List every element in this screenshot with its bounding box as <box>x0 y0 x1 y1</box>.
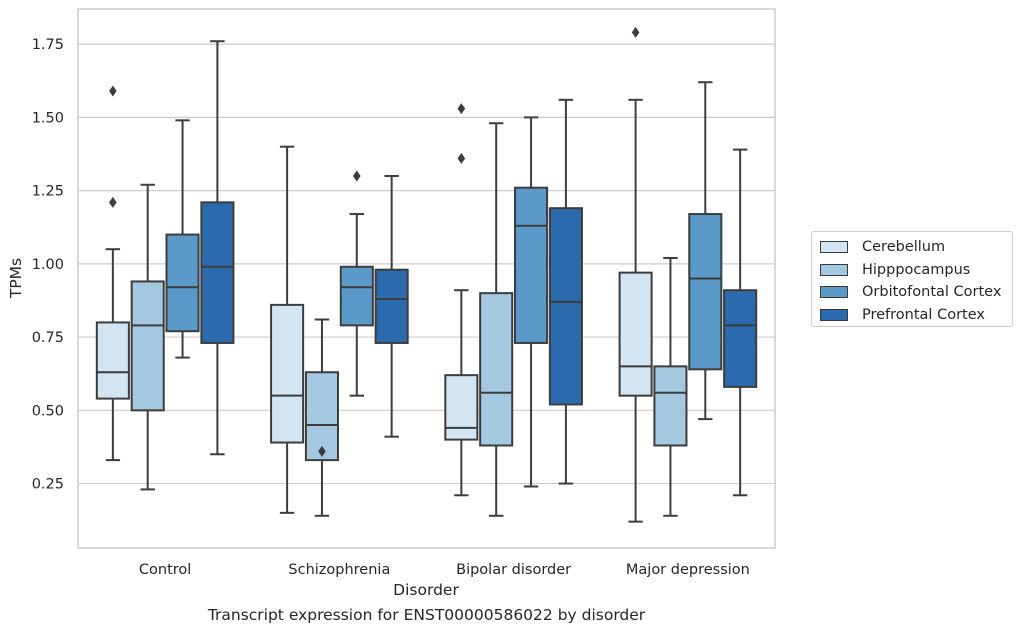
x-axis-ticks: Control Schizophrenia Bipolar disorder Majo… <box>139 562 750 578</box>
x-tick-label: Control <box>139 562 191 578</box>
box-iqr <box>688 213 723 371</box>
y-tick-label: 1.25 <box>32 184 64 200</box>
box-groups <box>95 26 758 523</box>
box-iqr <box>130 280 165 412</box>
chart-caption: Transcript expression for ENST0000058602… <box>207 606 646 624</box>
box-iqr <box>165 233 200 333</box>
box-iqr <box>374 268 409 344</box>
y-tick-label: 0.75 <box>32 330 64 346</box>
box-2-1 <box>339 170 374 397</box>
box-3-2 <box>548 98 583 485</box>
y-tick-label: 1.50 <box>32 110 64 126</box>
y-tick-label: 1.00 <box>32 257 64 273</box>
legend-item: Prefrontal Cortex <box>820 304 1004 327</box>
box-3-0 <box>200 40 235 456</box>
outlier-point <box>457 103 466 115</box>
box-3-1 <box>374 174 409 438</box>
x-tick-label: Major depression <box>626 562 750 578</box>
x-tick-label: Bipolar disorder <box>456 562 571 578</box>
box-iqr <box>723 289 758 388</box>
box-3-3 <box>723 148 758 497</box>
box-iqr <box>339 265 374 327</box>
outlier-point <box>318 445 326 457</box>
box-iqr <box>270 303 305 444</box>
box-iqr <box>548 207 583 406</box>
legend-item: Cerebellum <box>820 236 1004 259</box>
outlier-point <box>353 170 361 182</box>
box-iqr <box>304 371 339 462</box>
legend-item: Orbitofontal Cortex <box>820 281 1004 304</box>
box-2-0 <box>165 119 200 359</box>
box-iqr <box>479 292 514 447</box>
y-tick-label: 0.25 <box>32 477 64 493</box>
box-2-2 <box>514 116 549 488</box>
legend: Cerebellum Hipppocampus Orbitofontal Corte… <box>811 231 1013 327</box>
x-axis-label: Disorder <box>393 581 459 599</box>
legend-label: Cerebellum <box>862 239 946 256</box>
legend-label: Hipppocampus <box>862 261 971 278</box>
y-tick-label: 0.50 <box>32 403 64 419</box>
box-0-2 <box>444 103 479 497</box>
box-0-3 <box>618 26 653 523</box>
box-iqr <box>200 201 235 344</box>
box-1-0 <box>130 183 165 491</box>
outlier-point <box>109 196 117 208</box>
box-1-3 <box>653 256 688 517</box>
box-iqr <box>514 186 549 344</box>
legend-swatch <box>820 263 848 276</box>
legend-swatch <box>820 308 848 321</box>
legend-swatch <box>820 286 848 299</box>
outlier-point <box>109 85 117 97</box>
outlier-point <box>631 26 640 38</box>
y-axis-label: TPMs <box>7 258 25 299</box>
box-2-3 <box>688 81 723 421</box>
box-iqr <box>444 374 479 441</box>
x-tick-label: Schizophrenia <box>288 562 390 578</box>
legend-item: Hipppocampus <box>820 259 1004 282</box>
y-tick-label: 1.75 <box>32 37 64 53</box>
box-0-0 <box>95 85 130 462</box>
box-1-2 <box>479 122 514 517</box>
outlier-point <box>457 152 466 164</box>
box-iqr <box>618 271 653 397</box>
box-0-1 <box>270 145 305 514</box>
box-1-1 <box>304 318 339 517</box>
legend-label: Prefrontal Cortex <box>862 306 985 323</box>
box-iqr <box>95 321 130 400</box>
legend-swatch <box>820 241 848 254</box>
y-axis-ticks: 0.25 0.50 0.75 1.00 1.25 1.50 1.75 <box>32 37 64 492</box>
box-iqr <box>653 365 688 447</box>
legend-label: Orbitofontal Cortex <box>862 284 1002 301</box>
